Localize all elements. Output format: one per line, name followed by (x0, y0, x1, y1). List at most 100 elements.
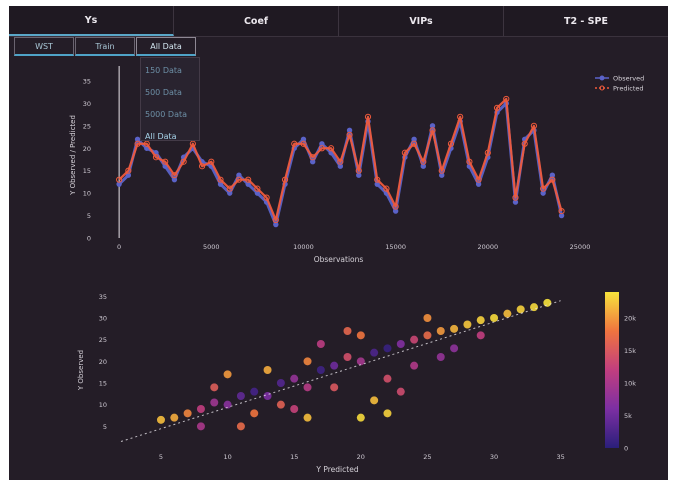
scatter-point (250, 409, 259, 418)
subtab-all-data[interactable]: All Data (136, 37, 196, 56)
data-point-predicted (328, 145, 335, 152)
data-point-predicted (374, 176, 381, 183)
y-tick-label: 35 (83, 77, 91, 85)
data-point-predicted (410, 140, 418, 147)
data-point-predicted (457, 113, 464, 120)
scatter-chart: 5 10 15 20 25 30 35 5 10 15 20 25 30 35 Y Predicted Y O… (77, 292, 636, 474)
scatter-point (543, 298, 552, 307)
data-point-predicted (309, 154, 316, 161)
scatter-point (410, 361, 419, 370)
scatter-point (503, 309, 512, 318)
scatter-point (196, 405, 205, 413)
data-point-predicted (392, 203, 399, 210)
x-tick-label: 20 (357, 453, 365, 461)
scatter-point (450, 344, 459, 353)
scatter-point (303, 383, 312, 392)
subtab-train[interactable]: Train (75, 37, 135, 56)
scatter-point (343, 327, 352, 335)
y-tick-label: 35 (99, 293, 107, 301)
x-axis-label: Observations (314, 255, 364, 264)
legend-marker-observed (599, 75, 605, 81)
y-tick-label: 15 (83, 167, 91, 175)
data-point-predicted (521, 140, 528, 147)
y-axis-label: Y Observed (77, 350, 85, 391)
x-tick-label: 35 (557, 453, 565, 461)
tab-t2-spe[interactable]: T2 - SPE (564, 15, 608, 27)
scatter-point (356, 331, 365, 340)
colorbar-tick-label: 5k (624, 412, 632, 420)
reference-line (120, 300, 561, 442)
scatter-point (276, 379, 285, 387)
dropdown-option-500[interactable]: 500 Data (145, 87, 182, 97)
data-point-predicted (291, 140, 298, 147)
scatter-point (316, 366, 325, 374)
scatter-point (383, 344, 392, 353)
dropdown-option-5000[interactable]: 5000 Data (145, 109, 188, 119)
data-point-predicted (383, 185, 390, 192)
data-point-predicted (226, 185, 233, 192)
scatter-point (383, 409, 392, 418)
x-tick-label: 20000 (477, 243, 498, 251)
data-point-predicted (263, 194, 270, 201)
scatter-point (436, 353, 445, 361)
scatter-point (476, 316, 485, 325)
tab-vips[interactable]: VIPs (339, 6, 504, 36)
x-tick-label: 30 (490, 453, 498, 461)
scatter-point (530, 303, 539, 312)
tab-coef[interactable]: Coef (174, 6, 339, 36)
x-tick-label: 15 (290, 453, 298, 461)
tab-ys[interactable]: Ys (9, 6, 174, 36)
y-tick-label: 20 (83, 145, 91, 153)
scatter-point (223, 400, 232, 409)
data-point-predicted (134, 140, 141, 147)
scatter-point (170, 413, 179, 422)
time-series-chart: 0 5000 10000 15000 20000 25000 0 5 10 15 20 25 30 35 O… (69, 66, 644, 264)
data-point-predicted (272, 216, 279, 224)
data-point-predicted (217, 176, 224, 183)
colorbar-tick-label: 10k (624, 380, 636, 388)
data-point-predicted (530, 122, 538, 129)
y-tick-label: 25 (83, 122, 91, 130)
data-point-predicted (300, 140, 307, 147)
main-tabbar: Ys Coef VIPs T2 - SPE (9, 6, 668, 37)
data-point-predicted (355, 167, 362, 174)
subtab-wst[interactable]: WST (14, 37, 74, 56)
data-point-predicted (180, 158, 187, 165)
x-tick-label: 15000 (385, 243, 406, 251)
dropdown-option-all[interactable]: All Data (145, 131, 177, 141)
data-point-predicted (558, 207, 565, 215)
scatter-point (303, 357, 312, 366)
dropdown-option-150[interactable]: 150 Data (145, 65, 182, 75)
scatter-point (450, 324, 459, 333)
scatter-point (490, 314, 499, 322)
x-axis-label: Y Predicted (315, 465, 358, 474)
y-tick-label: 5 (87, 212, 91, 220)
legend-label-predicted: Predicted (613, 85, 644, 93)
series-line-predicted (118, 97, 563, 222)
scatter-point (410, 335, 419, 344)
x-tick-label: 5 (159, 453, 163, 461)
data-point-predicted (429, 127, 436, 134)
scatter-point (516, 305, 525, 314)
data-point-predicted (346, 131, 353, 138)
x-tick-label: 25000 (570, 243, 591, 251)
scatter-point (436, 327, 445, 335)
data-point-predicted (208, 158, 215, 165)
scatter-point (290, 405, 299, 413)
data-point-predicted (171, 172, 178, 179)
legend-label-observed: Observed (613, 75, 644, 83)
data-point-predicted (503, 95, 510, 103)
data-point-predicted (235, 176, 243, 183)
colorbar-tick-label: 20k (624, 315, 636, 323)
scatter-point (423, 314, 432, 322)
scatter-point (263, 366, 272, 374)
scatter-point (396, 340, 405, 348)
data-range-dropdown[interactable]: 150 Data 500 Data 5000 Data All Data (140, 57, 200, 141)
data-point-predicted (438, 167, 445, 174)
data-point-predicted (549, 176, 556, 183)
data-point-predicted (143, 140, 150, 147)
scatter-point (463, 320, 472, 329)
data-point-predicted (484, 149, 491, 156)
data-point-predicted (152, 154, 160, 161)
colorbar (605, 292, 619, 448)
